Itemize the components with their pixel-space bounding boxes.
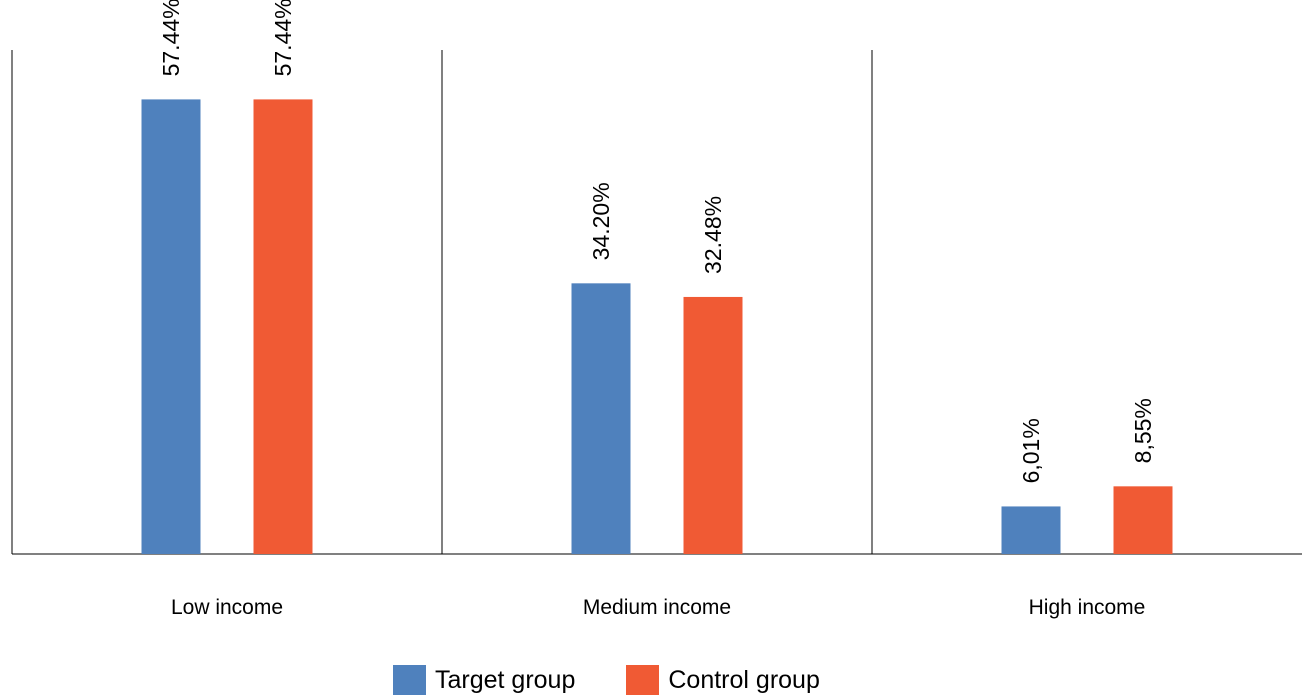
legend-label-target: Target group (435, 666, 576, 694)
legend: Target group Control group (393, 665, 871, 695)
data-label: 57.44% (158, 0, 184, 76)
bar-target-group-medium-income (571, 283, 631, 554)
legend-label-control: Control group (668, 666, 820, 694)
income-bar-chart: Low income 57.44% 57.44% Medium income 34.20… (11, 0, 1302, 619)
bar-target-group-high-income (1001, 506, 1061, 554)
legend-swatch-target (393, 665, 426, 695)
bar-control-group-high-income (1113, 486, 1173, 554)
legend-item-control: Control group (626, 665, 820, 695)
legend-item-target: Target group (393, 665, 575, 695)
bar-control-group-medium-income (683, 296, 743, 554)
x-tick-label: High income (1029, 596, 1146, 619)
data-label: 6,01% (1018, 418, 1044, 483)
bar-target-group-low-income (141, 99, 201, 554)
data-label: 57.44% (270, 0, 296, 76)
data-label: 32.48% (700, 196, 726, 274)
x-tick-label: Medium income (583, 596, 731, 619)
legend-swatch-control (626, 665, 660, 695)
data-label: 8,55% (1130, 398, 1156, 463)
x-tick-label: Low income (171, 596, 283, 619)
data-label: 34.20% (588, 182, 614, 260)
bar-control-group-low-income (253, 99, 313, 554)
